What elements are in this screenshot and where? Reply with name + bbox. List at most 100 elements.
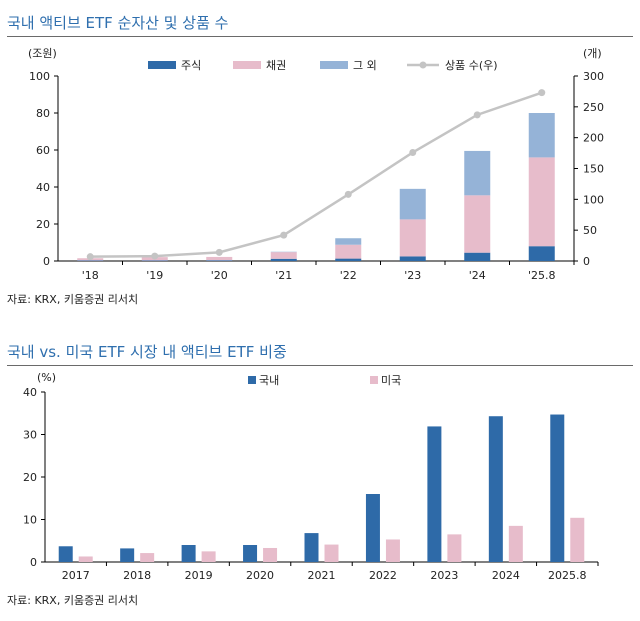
legend-label: 미국 [381, 374, 401, 387]
bar-domestic [181, 545, 196, 562]
x-tick-label: '20 [211, 269, 228, 282]
bar-us [140, 553, 155, 562]
bar-bond [399, 219, 426, 257]
bar-us [570, 517, 585, 562]
bar-stock [399, 256, 426, 261]
y2-axis-unit-label: (개) [583, 47, 602, 60]
x-tick-label: 2022 [369, 569, 397, 582]
bar-domestic [58, 546, 73, 562]
bar-other [335, 238, 362, 245]
product-count-point [215, 248, 223, 256]
y2-tick-label: 300 [583, 70, 604, 83]
x-tick-label: '19 [146, 269, 163, 282]
y-axis-unit-label: (%) [37, 371, 56, 384]
bar-domestic [427, 426, 442, 562]
legend-swatch-domestic [248, 376, 256, 384]
product-count-point [538, 89, 546, 97]
net-assets-product-count-chart: (조원) (개) 0 20 40 60 80 100 0 50 100 150 200 250 300 '18… [28, 47, 604, 282]
product-count-point [151, 252, 159, 260]
x-tick-label: 2018 [123, 569, 151, 582]
legend-swatch-other [320, 61, 348, 69]
product-count-line [90, 91, 543, 258]
y2-tick-label: 0 [583, 255, 590, 268]
legend-swatch-bond [233, 61, 261, 69]
legend-label: 그 외 [353, 59, 377, 72]
y2-tick-label: 50 [583, 224, 597, 237]
x-tick-label: '18 [82, 269, 99, 282]
product-count-point [473, 111, 481, 119]
bar-stock [77, 260, 104, 261]
chart1-source: 자료: KRX, 키움증권 리서치 [7, 293, 139, 306]
bar-bond [528, 157, 555, 247]
product-count-point [86, 253, 94, 261]
active-etf-share-chart: (%) 0 10 20 30 40 2017 2018 2019 2020 2021 2022 2023… [23, 371, 599, 582]
bar-domestic [550, 414, 565, 562]
y-tick-label: 0 [30, 556, 37, 569]
bar-domestic [120, 548, 135, 562]
bar-bond [464, 195, 491, 253]
product-count-point [344, 190, 352, 198]
y-tick-label: 30 [23, 429, 37, 442]
y-tick-label: 40 [23, 386, 37, 399]
chart2-title-rule [7, 365, 633, 366]
bar-domestic [365, 494, 380, 562]
x-tick-label: '21 [275, 269, 292, 282]
legend-swatch-stock [148, 61, 176, 69]
bar-bond [335, 244, 362, 259]
y-tick-label: 100 [29, 70, 50, 83]
y2-tick-label: 200 [583, 132, 604, 145]
x-tick-label: 2023 [430, 569, 458, 582]
chart1-title-rule [7, 36, 633, 37]
y2-tick-label: 150 [583, 163, 604, 176]
bar-us [78, 556, 93, 562]
bar-us [447, 534, 462, 562]
x-tick-label: 2019 [185, 569, 213, 582]
chart1-title: 국내 액티브 ETF 순자산 및 상품 수 [7, 14, 229, 32]
bar-domestic [304, 533, 319, 562]
legend-label: 채권 [266, 59, 286, 72]
bar-other [528, 113, 555, 158]
y-tick-label: 10 [23, 514, 37, 527]
bar-us [324, 544, 339, 562]
y-tick-label: 60 [36, 144, 50, 157]
chart2-source: 자료: KRX, 키움증권 리서치 [7, 594, 139, 607]
y-tick-label: 80 [36, 107, 50, 120]
x-tick-label: '24 [469, 269, 486, 282]
bar-other [399, 188, 426, 220]
legend-label: 상품 수(우) [445, 59, 498, 72]
legend-label: 주식 [181, 59, 201, 72]
bar-domestic [488, 416, 503, 562]
y-axis-unit-label: (조원) [28, 47, 57, 60]
x-tick-label: 2020 [246, 569, 274, 582]
bar-stock [206, 260, 233, 261]
y-tick-label: 20 [36, 218, 50, 231]
x-tick-label: '23 [404, 269, 421, 282]
y2-tick-label: 250 [583, 101, 604, 114]
x-tick-label: 2025.8 [548, 569, 587, 582]
product-count-point [409, 148, 417, 156]
chart2-title: 국내 vs. 미국 ETF 시장 내 액티브 ETF 비중 [7, 343, 287, 361]
y-tick-label: 20 [23, 471, 37, 484]
x-tick-label: 2021 [308, 569, 336, 582]
bar-stock [464, 252, 491, 261]
bar-bond [270, 252, 297, 259]
x-tick-label: 2017 [62, 569, 90, 582]
bar-other [464, 150, 491, 196]
bar-bond [206, 256, 233, 261]
x-tick-label: '25.8 [528, 269, 556, 282]
bar-us [508, 525, 523, 562]
bar-us [201, 551, 216, 562]
y-tick-label: 40 [36, 181, 50, 194]
y2-tick-label: 100 [583, 193, 604, 206]
legend-swatch-marker [419, 61, 427, 69]
bar-stock [335, 258, 362, 261]
x-tick-label: '22 [340, 269, 357, 282]
y-tick-label: 0 [43, 255, 50, 268]
bar-us [263, 547, 278, 562]
legend-label: 국내 [259, 374, 279, 387]
bar-stock [270, 258, 297, 261]
bar-stock [528, 246, 555, 261]
bar-stock [141, 260, 168, 261]
product-count-point [280, 231, 288, 239]
x-tick-label: 2024 [492, 569, 520, 582]
